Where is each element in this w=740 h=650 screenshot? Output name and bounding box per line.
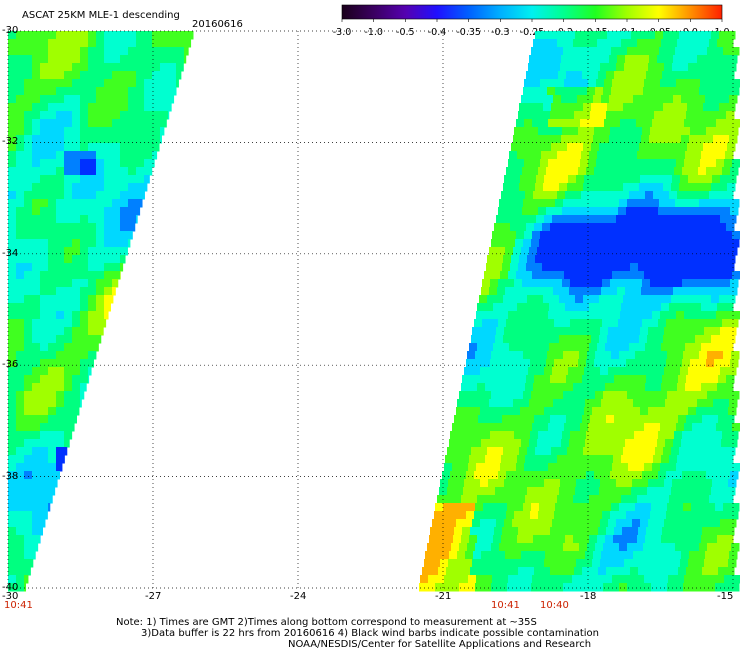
colorbar-label: -0.5 xyxy=(396,27,415,38)
lat-label: -38 xyxy=(2,470,19,482)
graticule xyxy=(7,30,734,589)
map-title: ASCAT 25KM MLE-1 descending xyxy=(22,10,180,21)
lat-label: -30 xyxy=(2,25,19,36)
lon-label: -24 xyxy=(290,591,307,602)
lon-label: -30 xyxy=(2,591,19,602)
colorbar-label: -0.4 xyxy=(428,27,447,38)
colorbar-label: -1.0 xyxy=(364,27,383,38)
map-date: 20160616 xyxy=(192,19,243,30)
lat-label: -40 xyxy=(2,582,19,593)
note-line-1: Note: 1) Times are GMT 2)Times along bot… xyxy=(116,617,537,628)
lat-label: -32 xyxy=(2,136,19,148)
swath-cells xyxy=(8,31,740,592)
lat-label: -36 xyxy=(2,359,19,371)
note-line-3: NOAA/NESDIS/Center for Satellite Applica… xyxy=(288,639,592,650)
swath-time-mid: 10:41 xyxy=(491,600,520,611)
colorbar-label: -0.35 xyxy=(456,27,481,38)
swath-time-left: 10:41 xyxy=(4,600,33,611)
colorbar-label: -0.25 xyxy=(520,27,545,38)
lon-label: -27 xyxy=(145,591,162,602)
lon-label: -15 xyxy=(717,591,734,602)
lon-label: -21 xyxy=(435,591,452,602)
lon-label: -18 xyxy=(580,591,597,602)
swath-time-right: 10:40 xyxy=(540,600,569,611)
colorbar-label: -3.0 xyxy=(333,27,352,38)
note-line-2: 3)Data buffer is 22 hrs from 20160616 4)… xyxy=(141,628,599,639)
lat-label: -34 xyxy=(2,247,19,259)
colorbar-label: -0.3 xyxy=(491,27,510,38)
